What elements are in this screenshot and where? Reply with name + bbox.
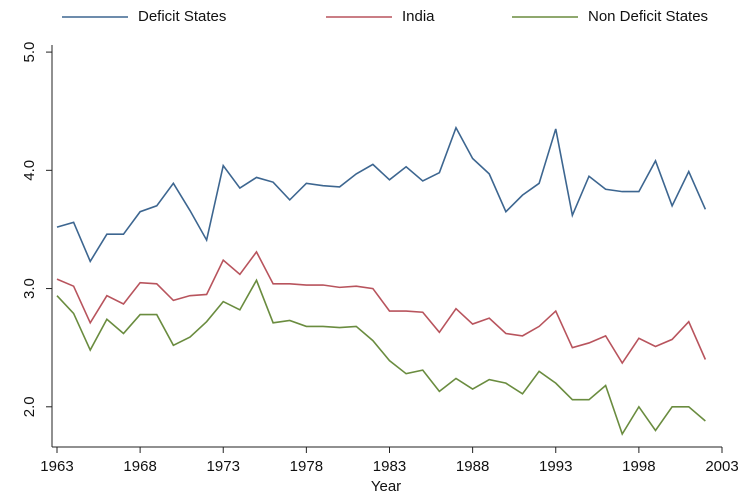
data-line [56, 125, 707, 264]
x-tick-label: 1978 [290, 458, 323, 475]
y-tick-label: 3.0 [21, 278, 38, 299]
legend-label: Deficit States [138, 8, 226, 25]
legend-label: Non Deficit States [588, 8, 708, 25]
x-tick-label: 1983 [373, 458, 406, 475]
x-tick-label: 1988 [456, 458, 489, 475]
x-tick-label: 1968 [123, 458, 156, 475]
y-tick-label: 4.0 [21, 160, 38, 181]
y-tick-label: 5.0 [21, 42, 38, 63]
x-tick-label: 1973 [207, 458, 240, 475]
x-tick-label: 1998 [622, 458, 655, 475]
x-tick-label: 2003 [705, 458, 738, 475]
data-line [56, 250, 707, 365]
legend-label: India [402, 8, 435, 25]
x-tick-label: 1993 [539, 458, 572, 475]
y-tick-label: 2.0 [21, 396, 38, 417]
x-axis-label: Year [371, 478, 401, 495]
data-line [56, 278, 706, 436]
x-tick-label: 1963 [40, 458, 73, 475]
